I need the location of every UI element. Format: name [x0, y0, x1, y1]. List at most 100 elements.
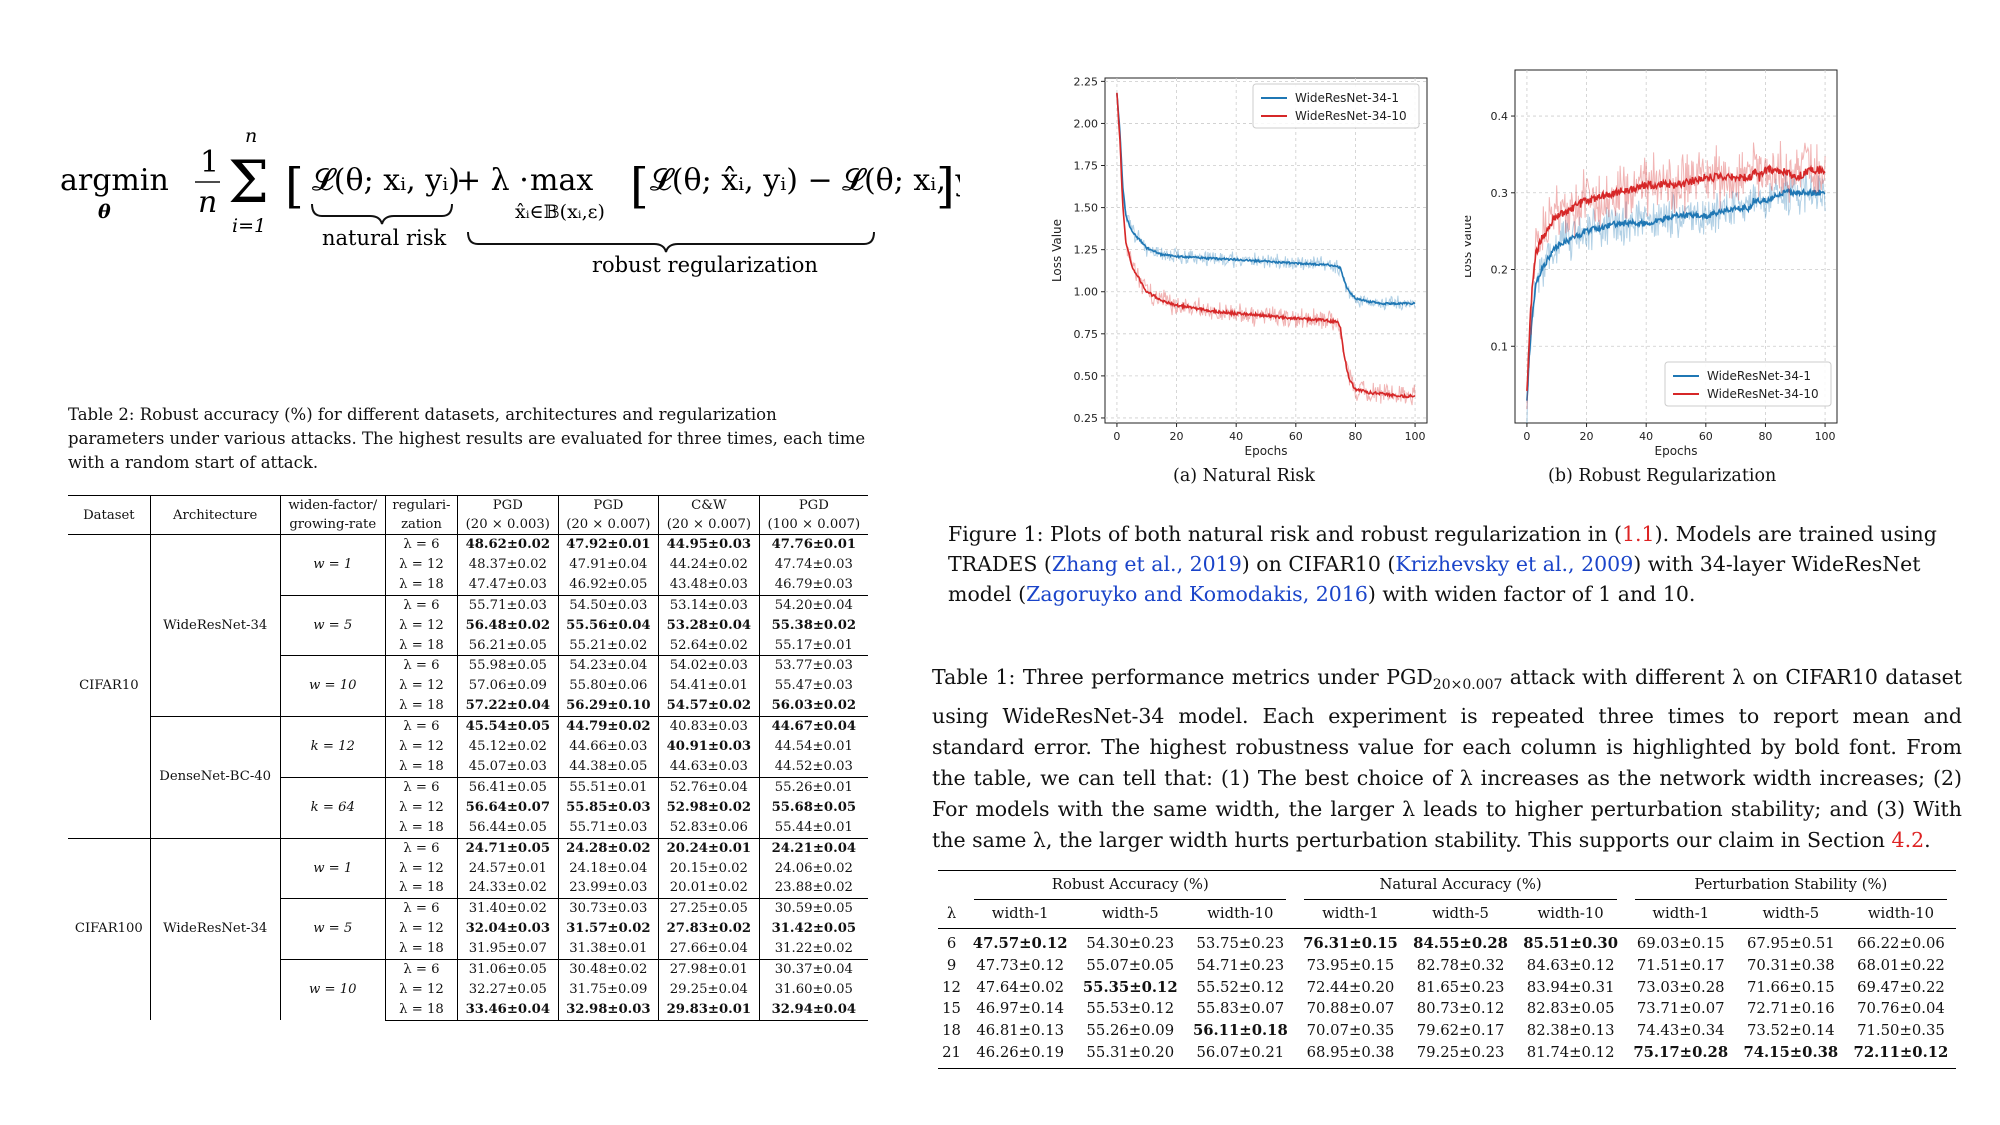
- lambda-cell: λ = 18: [385, 574, 459, 596]
- table2-row: λ = 18 33.46±0.04 32.98±0.03 29.83±0.01 32.9…: [68, 999, 868, 1021]
- value-cell: 46.97±0.14: [976, 1000, 1065, 1018]
- y-tick-label: 0.25: [1074, 412, 1099, 425]
- value-cell: 55.83±0.07: [1196, 1000, 1285, 1018]
- value-cell: 44.54±0.01: [774, 739, 853, 755]
- width-header: width-10: [1845, 900, 1956, 929]
- value-cell: 54.02±0.03: [658, 655, 760, 677]
- table2-row: λ = 18 45.07±0.03 44.38±0.05 44.63±0.03 44.5…: [68, 756, 868, 778]
- y-axis-label: Loss Value: [1050, 219, 1064, 282]
- value-cell: 52.83±0.06: [658, 817, 760, 839]
- lambda-cell: λ = 18: [385, 878, 459, 899]
- lambda-cell: λ = 6: [385, 594, 459, 616]
- value-cell: 54.57±0.02: [658, 696, 760, 717]
- x-axis-label: Epochs: [1655, 444, 1698, 458]
- dataset-cell: CIFAR100: [68, 837, 151, 1021]
- value-cell: 20.15±0.02: [658, 858, 760, 879]
- value-cell: 74.43±0.34: [1636, 1022, 1725, 1040]
- x-tick-label: 60: [1699, 430, 1713, 443]
- value-cell: 81.65±0.23: [1416, 978, 1505, 996]
- lambda-cell: 12: [942, 978, 961, 996]
- value-cell: 45.54±0.05: [457, 716, 559, 738]
- eq-sum-top: n: [245, 125, 257, 147]
- table2-row: λ = 12 45.12±0.02 44.66±0.03 40.91±0.03 44.5…: [68, 737, 868, 757]
- caption-subscript: 20×0.007: [1432, 677, 1503, 694]
- value-cell: 44.52±0.03: [774, 758, 853, 774]
- y-tick-label: 1.75: [1074, 160, 1099, 173]
- value-cell: 56.41±0.05: [457, 776, 559, 798]
- lambda-cell: λ = 12: [385, 676, 459, 697]
- table2-row: λ = 12 57.06±0.09 55.80±0.06 54.41±0.01 55.4…: [68, 676, 868, 697]
- x-tick-label: 100: [1815, 430, 1836, 443]
- value-cell: 69.47±0.22: [1857, 978, 1945, 996]
- width-header: width-10: [1185, 900, 1296, 929]
- lambda-header: λ: [938, 900, 966, 929]
- value-cell: 79.25±0.23: [1405, 1041, 1516, 1069]
- y-tick-label: 0.4: [1491, 110, 1509, 123]
- table1-row: 9 47.73±0.12 55.07±0.05 54.71±0.23 73.95±0.1…: [938, 955, 1956, 977]
- table2-row: λ = 18 56.21±0.05 55.21±0.02 52.64±0.02 55.1…: [68, 635, 868, 656]
- x-tick-label: 80: [1348, 430, 1362, 443]
- architecture-cell: WideResNet-34: [150, 533, 281, 717]
- value-cell: 55.07±0.05: [1086, 956, 1175, 974]
- subcaption-b: (b) Robust Regularization: [1548, 466, 1777, 486]
- factor-cell: k = 12: [280, 716, 386, 778]
- value-cell: 31.06±0.05: [457, 959, 559, 980]
- table1-row: 18 46.81±0.13 55.26±0.09 56.11±0.18 70.07±0.…: [938, 1020, 1956, 1042]
- value-cell: 74.15±0.38: [1735, 1041, 1846, 1069]
- value-cell: 73.52±0.14: [1746, 1022, 1835, 1040]
- value-cell: 54.30±0.23: [1086, 935, 1175, 952]
- x-tick-label: 20: [1580, 430, 1594, 443]
- eq-plus-lambda: + λ ·: [456, 163, 529, 198]
- table2-header-1: Architecture: [150, 495, 281, 535]
- header-line2: (100 × 0.007): [767, 517, 861, 532]
- value-cell: 85.51±0.30: [1523, 935, 1619, 952]
- lambda-cell: λ = 6: [385, 837, 459, 859]
- lambda-cell: λ = 6: [385, 716, 459, 738]
- table1-row: 12 47.64±0.02 55.35±0.12 55.52±0.12 72.44±0.…: [938, 977, 1956, 999]
- lambda-cell: λ = 18: [385, 696, 459, 717]
- value-cell: 47.76±0.01: [759, 533, 868, 555]
- value-cell: 52.98±0.02: [658, 797, 760, 818]
- value-cell: 24.33±0.02: [457, 878, 559, 899]
- eq-max-sub: x̂ᵢ∈𝔹(xᵢ,ε): [515, 201, 605, 223]
- subcaption-a: (a) Natural Risk: [1173, 466, 1316, 486]
- width-header: width-5: [1405, 900, 1516, 929]
- lambda-cell: 18: [942, 1022, 961, 1040]
- header-line1: PGD: [798, 498, 829, 513]
- header-line2: (20 × 0.003): [465, 517, 550, 532]
- caption-text: Figure 1: Plots of both natural risk and…: [948, 522, 1622, 546]
- value-cell: 55.44±0.01: [774, 819, 853, 835]
- width-header: width-5: [1075, 900, 1186, 929]
- x-tick-label: 40: [1229, 430, 1243, 443]
- table2-row: λ = 18 57.22±0.04 56.29±0.10 54.57±0.02 56.0…: [68, 696, 868, 717]
- width-header: width-1: [1295, 900, 1406, 929]
- citation-link: Zhang et al., 2019: [1051, 552, 1242, 576]
- value-cell: 31.42±0.05: [771, 921, 857, 937]
- value-cell: 29.83±0.01: [658, 999, 760, 1021]
- value-cell: 55.51±0.01: [558, 776, 660, 798]
- value-cell: 47.91±0.04: [558, 554, 660, 575]
- y-tick-label: 1.25: [1074, 244, 1099, 257]
- header-line1: regulari-: [392, 498, 451, 513]
- natural-risk-plot: 0 20 40 60 80 100 0.25 0.50 0.75 1.00 1.25 1.50 1.75…: [1050, 75, 1428, 458]
- y-tick-label: 0.50: [1074, 370, 1099, 383]
- header-line1: Dataset: [83, 507, 135, 523]
- value-cell: 46.81±0.13: [976, 1022, 1065, 1040]
- caption-text: ). Models are trained using TRADES (: [948, 522, 1937, 576]
- table1-row: 21 46.26±0.19 55.31±0.20 56.07±0.21 68.95±0.…: [938, 1041, 1956, 1069]
- header-line1: Architecture: [173, 507, 258, 523]
- value-cell: 44.79±0.02: [558, 716, 660, 738]
- table2-row: λ = 12 56.48±0.02 55.56±0.04 53.28±0.04 55.3…: [68, 615, 868, 636]
- value-cell: 55.56±0.04: [558, 615, 660, 636]
- table2-header-4: PGD (20 × 0.003): [457, 495, 559, 535]
- table2-row: λ = 18 47.47±0.03 46.92±0.05 43.48±0.03 46.7…: [68, 574, 868, 596]
- eq-argmin: argmin: [60, 163, 169, 198]
- table1-row: 15 46.97±0.14 55.53±0.12 55.83±0.07 70.88±0.…: [938, 998, 1956, 1020]
- value-cell: 53.75±0.23: [1196, 935, 1285, 952]
- value-cell: 71.50±0.35: [1857, 1022, 1945, 1040]
- value-cell: 53.77±0.03: [759, 655, 868, 677]
- value-cell: 24.71±0.05: [457, 837, 559, 859]
- x-tick-label: 80: [1758, 430, 1772, 443]
- value-cell: 44.38±0.05: [558, 756, 660, 778]
- value-cell: 53.28±0.04: [658, 615, 760, 636]
